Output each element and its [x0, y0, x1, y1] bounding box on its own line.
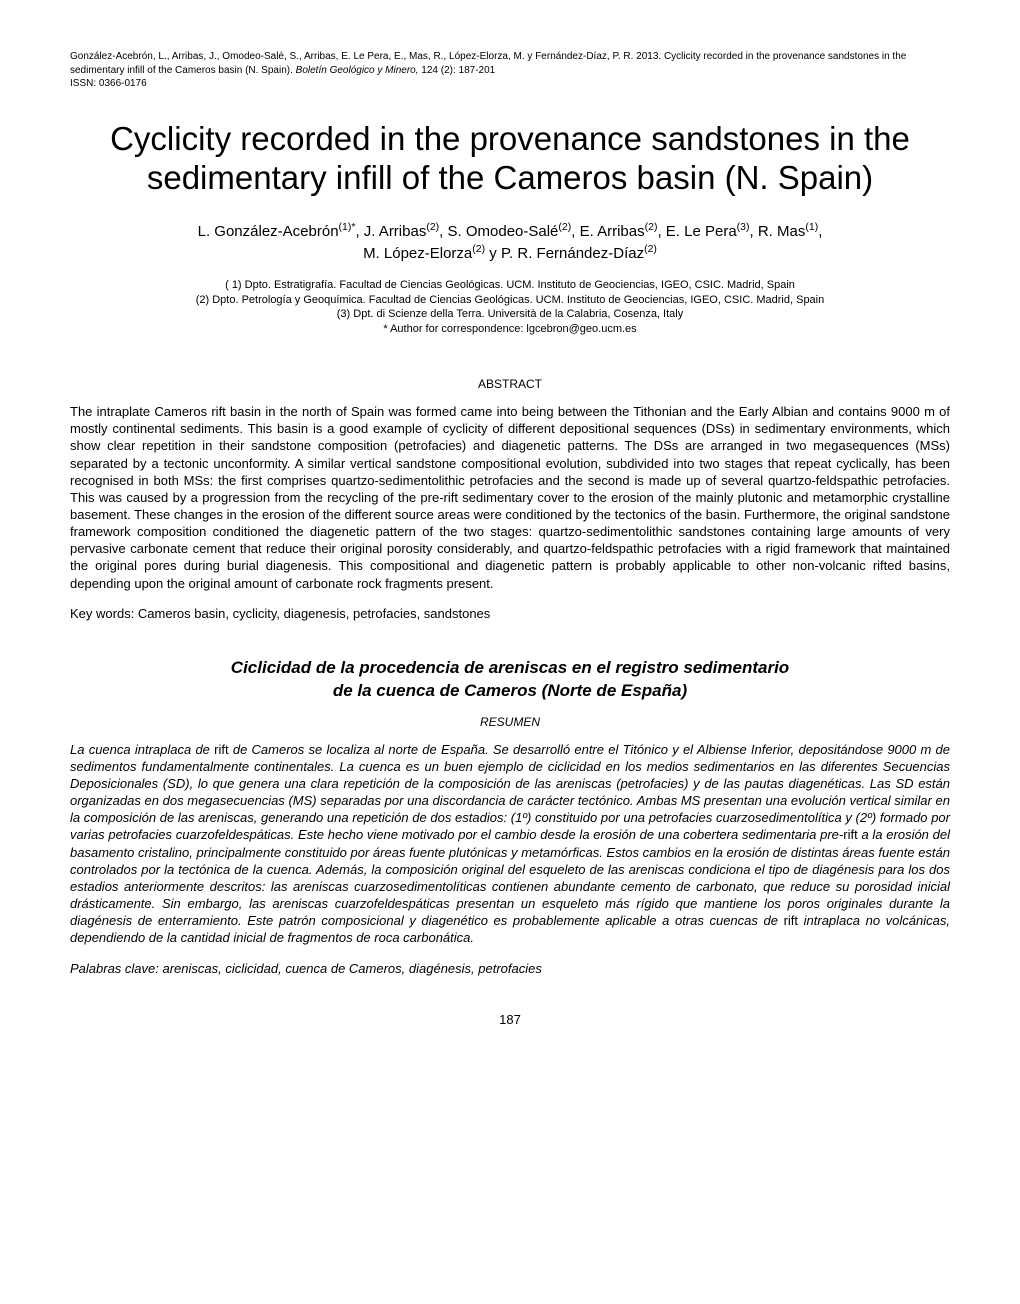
page-number: 187: [70, 1012, 950, 1027]
keywords: Key words: Cameros basin, cyclicity, dia…: [70, 606, 950, 621]
resumen-body: La cuenca intraplaca de rift de Cameros …: [70, 741, 950, 947]
citation-issn: ISSN: 0366-0176: [70, 78, 147, 89]
affil-line2: (2) Dpto. Petrología y Geoquímica. Facul…: [196, 294, 825, 306]
citation-journal: Boletín Geológico y Minero,: [296, 65, 419, 76]
spanish-title: Ciclicidad de la procedencia de arenisca…: [70, 657, 950, 703]
abstract-body: The intraplate Cameros rift basin in the…: [70, 403, 950, 592]
affil-line4: * Author for correspondence: lgcebron@ge…: [383, 323, 636, 335]
citation-block: González-Acebrón, L., Arribas, J., Omode…: [70, 50, 950, 91]
authors-line2: M. López-Elorza(2) y P. R. Fernández-Día…: [363, 245, 657, 262]
palabras-clave: Palabras clave: areniscas, ciclicidad, c…: [70, 961, 950, 976]
authors-line1: L. González-Acebrón(1)*, J. Arribas(2), …: [198, 223, 823, 240]
citation-volpages: 124 (2): 187-201: [419, 65, 496, 76]
authors-block: L. González-Acebrón(1)*, J. Arribas(2), …: [70, 220, 950, 264]
affil-line1: ( 1) Dpto. Estratigrafía. Facultad de Ci…: [225, 279, 795, 291]
resumen-heading: RESUMEN: [70, 715, 950, 729]
abstract-heading: ABSTRACT: [70, 377, 950, 391]
affiliations-block: ( 1) Dpto. Estratigrafía. Facultad de Ci…: [70, 278, 950, 337]
affil-line3: (3) Dpt. di Scienze della Terra. Univers…: [337, 308, 683, 320]
spanish-title-line1: Ciclicidad de la procedencia de arenisca…: [231, 658, 789, 677]
article-title: Cyclicity recorded in the provenance san…: [70, 119, 950, 198]
spanish-title-line2: de la cuenca de Cameros (Norte de España…: [333, 681, 687, 700]
